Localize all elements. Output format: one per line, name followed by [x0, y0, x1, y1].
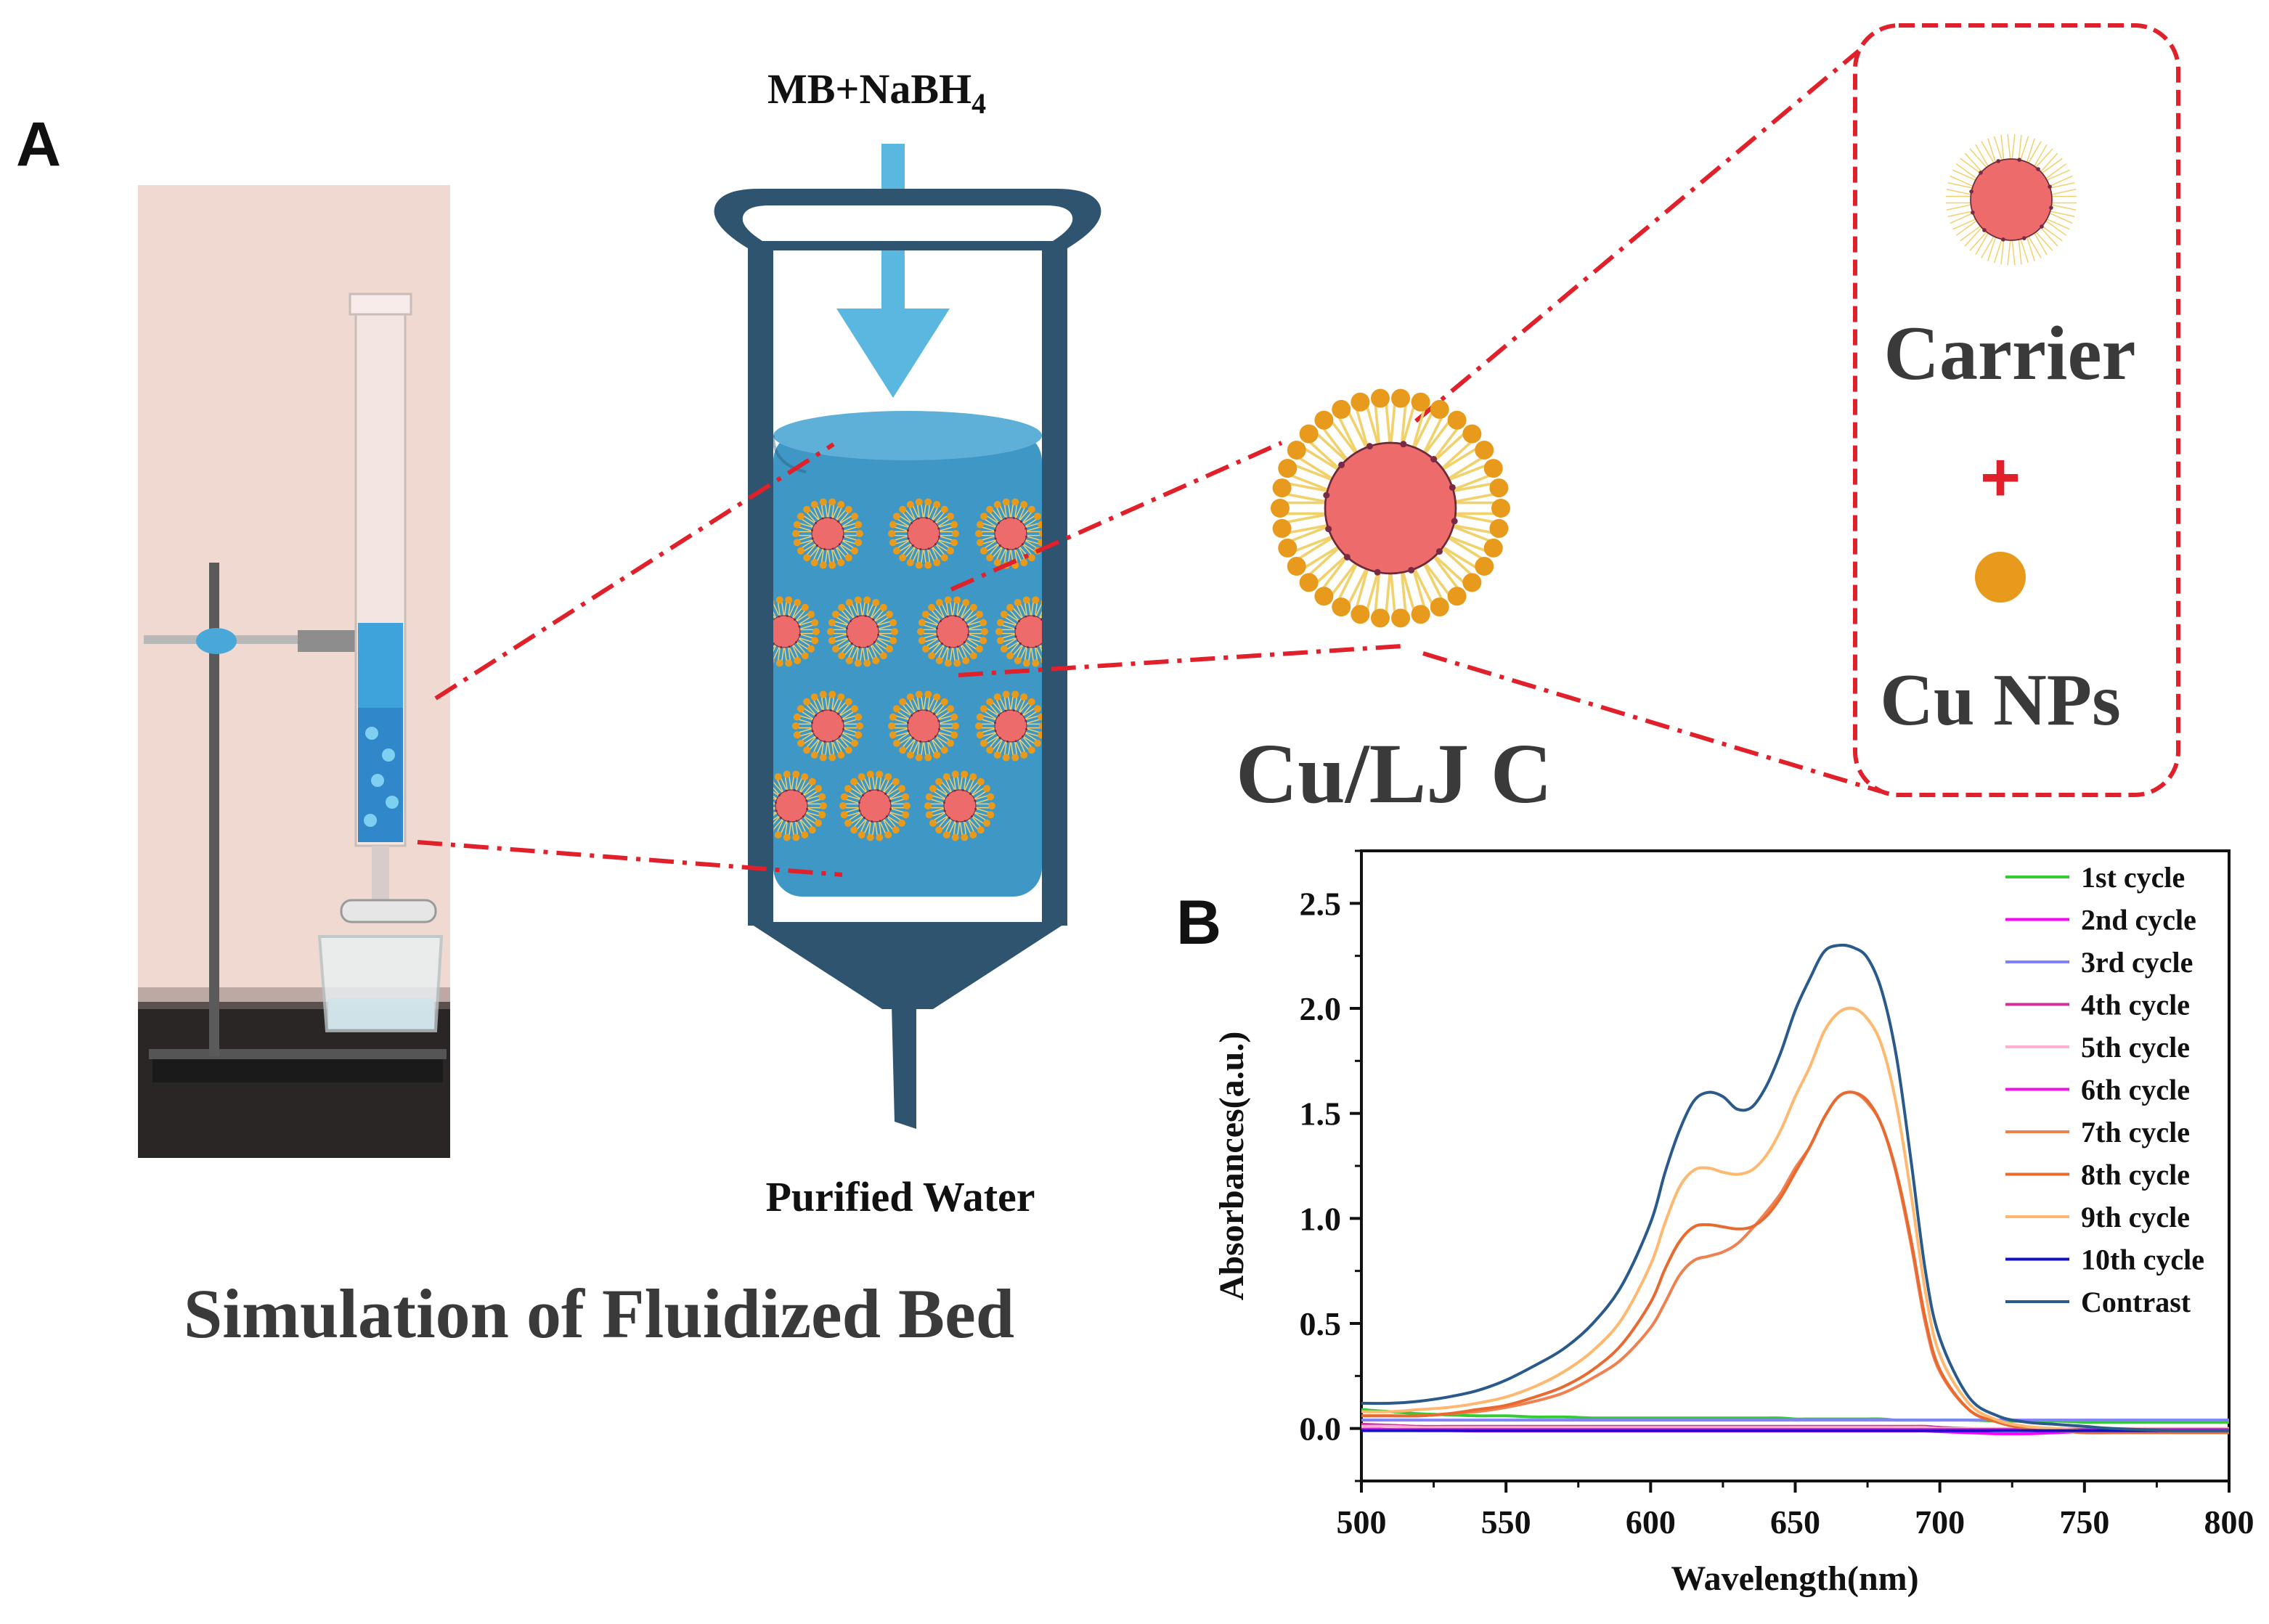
legend-label: 8th cycle [2081, 1159, 2190, 1191]
x-tick-label: 800 [2204, 1503, 2254, 1541]
cu-np-label: Cu NPs [1880, 659, 2121, 741]
outlet-label: Purified Water [765, 1173, 1035, 1220]
y-tick-label: 1.5 [1300, 1095, 1342, 1133]
chart-ticks: 500 550 600 650 700 750 800 0.0 0.5 1.0 1.5 2.0 2.5 [1300, 849, 2254, 1541]
legend-label: 7th cycle [2081, 1116, 2190, 1148]
cu-np-icon [1975, 552, 2026, 603]
chart-lines [1361, 943, 2229, 1436]
inlet-label: MB+NaBH4 [767, 65, 986, 120]
uv-vis-chart: 500 550 600 650 700 750 8000.00.51.01.52.02.5 … [1213, 849, 2254, 1598]
legend-label: 9th cycle [2081, 1201, 2190, 1233]
carrier-label: Carrier [1883, 311, 2135, 396]
legend-label: 1st cycle [2081, 861, 2185, 894]
x-tick-label: 600 [1626, 1503, 1676, 1541]
reactor-particles [773, 498, 1042, 841]
reactor-bottom-band [748, 835, 1067, 926]
apparatus-photo [138, 185, 450, 1158]
fluidized-bed-reactor [714, 189, 1101, 1129]
legend-label: 4th cycle [2081, 989, 2190, 1021]
panel-a-label: A [16, 110, 61, 179]
composite-label: Cu/LJ C [1236, 726, 1552, 821]
x-axis-label: Wavelength(nm) [1671, 1559, 1918, 1598]
x-tick-label: 700 [1915, 1503, 1965, 1541]
legend-label: Contrast [2081, 1286, 2191, 1318]
cu-lj-c-particle [1271, 388, 1510, 628]
legend-label: 5th cycle [2081, 1031, 2190, 1064]
plus-sign: + [1980, 438, 2021, 516]
callout-lines [417, 49, 1881, 877]
legend-box [1853, 23, 2180, 797]
series-line-8th-cycle [1361, 1090, 2229, 1435]
x-tick-label: 750 [2059, 1503, 2109, 1541]
series-line-contrast [1361, 943, 2229, 1432]
simulation-title: Simulation of Fluidized Bed [184, 1275, 1014, 1352]
series-line-9th-cycle [1361, 1006, 2229, 1432]
chart-legend: 1st cycle 2nd cycle 3rd cycle 4th cycle 5th … [2005, 861, 2204, 1318]
y-tick-label: 0.5 [1300, 1305, 1342, 1342]
legend-label: 3rd cycle [2081, 946, 2193, 979]
x-tick-label: 500 [1337, 1503, 1387, 1541]
y-tick-label: 1.0 [1300, 1200, 1342, 1237]
x-tick-label: 550 [1481, 1503, 1531, 1541]
legend-label: 2nd cycle [2081, 904, 2196, 937]
y-tick-label: 2.0 [1300, 990, 1342, 1027]
inlet-arrow [836, 144, 950, 398]
y-tick-label: 2.5 [1300, 885, 1342, 922]
panel-b-label: B [1176, 888, 1221, 958]
carrier-icon [1945, 134, 2077, 266]
legend-label: 10th cycle [2081, 1244, 2204, 1276]
legend-label: 6th cycle [2081, 1074, 2190, 1106]
y-axis-label: Absorbances(a.u.) [1213, 1032, 1251, 1301]
y-tick-label: 0.0 [1300, 1411, 1342, 1448]
x-tick-label: 650 [1770, 1503, 1820, 1541]
